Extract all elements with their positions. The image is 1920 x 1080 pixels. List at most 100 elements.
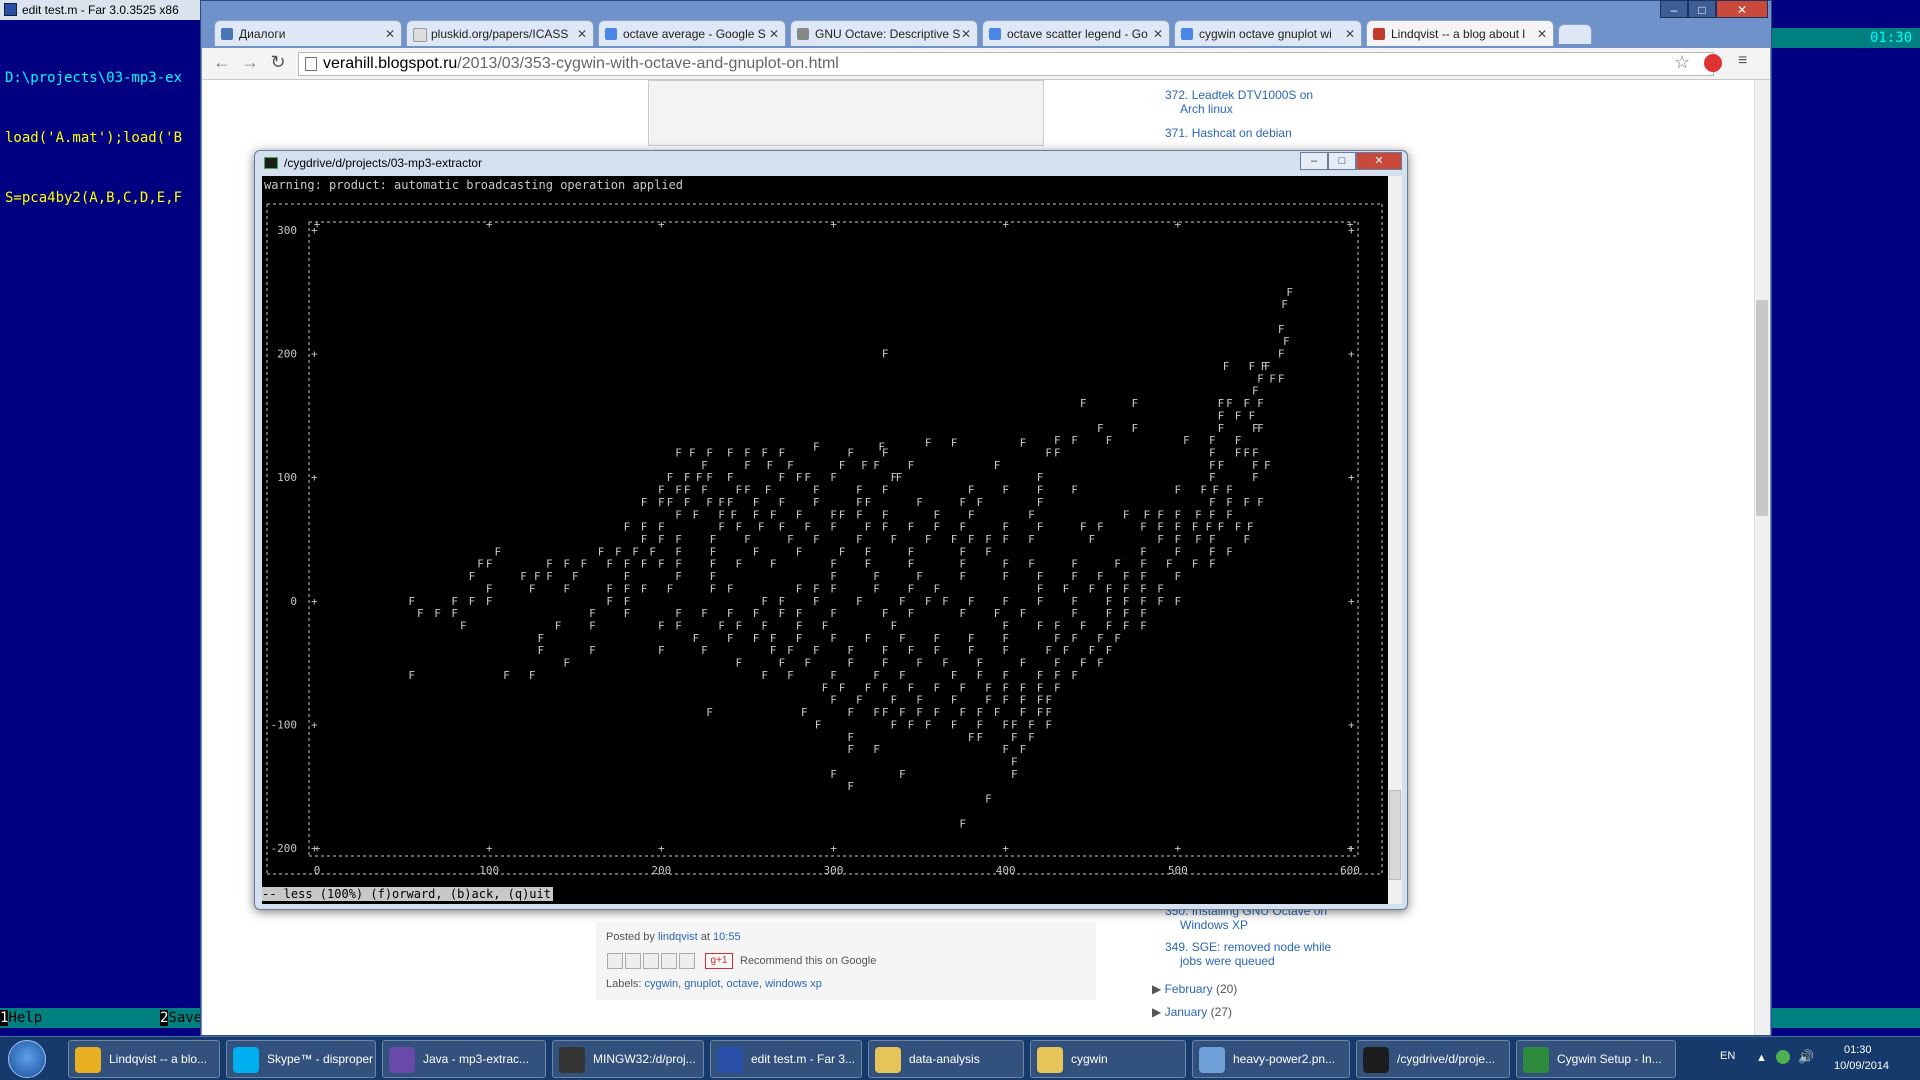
page-scrollbar[interactable] [1754, 80, 1770, 1035]
close-icon[interactable]: ✕ [1536, 27, 1547, 41]
taskbar-item[interactable]: Skype™ - disproper [226, 1040, 376, 1078]
taskbar-item[interactable]: heavy-power2.pn... [1192, 1040, 1350, 1078]
star-icon[interactable]: ☆ [1674, 52, 1691, 72]
volume-icon[interactable]: 🔊 [1798, 1049, 1815, 1064]
label-link[interactable]: octave [726, 978, 759, 990]
post-time[interactable]: 10:55 [713, 931, 741, 943]
taskbar-item[interactable]: cygwin [1030, 1040, 1186, 1078]
start-button[interactable] [8, 1040, 46, 1078]
terminal-screen[interactable] [262, 176, 1388, 904]
tab-octave-average[interactable]: octave average - Google S ✕ [598, 20, 786, 46]
facebook-icon[interactable] [661, 953, 677, 969]
taskbar-item[interactable]: Cygwin Setup - In... [1516, 1040, 1676, 1078]
data-point: F [822, 620, 829, 633]
close-icon[interactable]: ✕ [384, 27, 395, 41]
clock-time[interactable]: 01:30 [1844, 1044, 1872, 1056]
close-icon[interactable]: ✕ [960, 27, 971, 41]
data-point: F [796, 508, 803, 521]
address-bar[interactable]: verahill.blogspot.ru/2013/03/353-cygwin-… [298, 52, 1714, 76]
taskbar-item[interactable]: Lindqvist -- a blo... [68, 1040, 220, 1078]
label-link[interactable]: windows xp [765, 978, 822, 990]
far-editor-text[interactable]: D:\projects\03-mp3-ex load('A.mat');load… [5, 28, 201, 1013]
maximize-button[interactable]: □ [1688, 0, 1716, 18]
twitter-icon[interactable] [643, 953, 659, 969]
close-icon[interactable]: ✕ [1152, 27, 1163, 41]
back-icon[interactable]: ← [213, 52, 231, 72]
tab-cygwin-octave[interactable]: cygwin octave gnuplot wi ✕ [1174, 20, 1362, 46]
menu-icon[interactable]: ≡ [1738, 52, 1748, 69]
language-indicator[interactable]: EN [1720, 1050, 1736, 1062]
data-point: F [830, 570, 837, 583]
pinterest-icon[interactable] [679, 953, 695, 969]
triangle-right-icon[interactable]: ▶ [1152, 1005, 1162, 1019]
data-point: F [1226, 508, 1233, 521]
close-button[interactable]: ✕ [1716, 0, 1768, 18]
new-tab-button[interactable] [1558, 24, 1592, 44]
archive-january[interactable]: ▶ January (27) [1152, 1005, 1232, 1019]
taskbar-item[interactable]: /cygdrive/d/proje... [1356, 1040, 1510, 1078]
sidebar-link[interactable]: Arch linux [1180, 102, 1233, 116]
data-point: F [908, 644, 915, 657]
keybar-save[interactable]: 2Save [160, 1008, 203, 1028]
tab-pluskid[interactable]: pluskid.org/papers/ICASS ✕ [406, 20, 594, 46]
taskbar-item[interactable]: MINGW32:/d/proj... [552, 1040, 704, 1078]
data-point: F [890, 471, 897, 484]
clock-date[interactable]: 10/09/2014 [1834, 1060, 1890, 1072]
data-point: F [641, 582, 648, 595]
label-link[interactable]: gnuplot [684, 978, 721, 990]
terminal-maximize-button[interactable]: □ [1328, 152, 1356, 170]
author-link[interactable]: lindqvist [657, 931, 698, 943]
data-point: F [1157, 595, 1164, 608]
taskbar-item[interactable]: edit test.m - Far 3... [710, 1040, 862, 1078]
blogthis-icon[interactable] [625, 953, 641, 969]
data-point: F [1157, 533, 1164, 546]
data-point: F [753, 607, 760, 620]
sidebar-link[interactable]: jobs were queued [1180, 954, 1275, 968]
close-icon[interactable]: ✕ [1344, 27, 1355, 41]
y-tick-label: 0 [290, 595, 297, 608]
triangle-right-icon[interactable]: ▶ [1152, 982, 1162, 996]
taskbar-item[interactable]: Java - mp3-extrac... [382, 1040, 546, 1078]
app-icon [1199, 1047, 1225, 1073]
terminal-minimize-button[interactable]: – [1300, 152, 1328, 170]
archive-february[interactable]: ▶ February (20) [1152, 982, 1237, 996]
data-point: F [546, 570, 553, 583]
taskbar-item[interactable]: data-analysis [868, 1040, 1024, 1078]
label-link[interactable]: cygwin [644, 978, 679, 990]
close-icon[interactable]: ✕ [768, 27, 779, 41]
sidebar-link[interactable]: 349. SGE: removed node while [1165, 940, 1332, 954]
reload-icon[interactable]: ↻ [270, 52, 286, 72]
data-point: F [632, 545, 639, 558]
email-icon[interactable] [607, 953, 623, 969]
data-point: F [598, 545, 605, 558]
forward-icon[interactable]: → [241, 52, 259, 72]
tray-app-icon[interactable] [1776, 1050, 1790, 1064]
sidebar-link[interactable]: 372. Leadtek DTV1000S on [1165, 88, 1314, 102]
close-icon[interactable]: ✕ [576, 27, 587, 41]
extension-icon[interactable] [1704, 54, 1722, 72]
data-point: F [813, 484, 820, 497]
data-point: F [1175, 508, 1182, 521]
sidebar-link[interactable]: Windows XP [1180, 918, 1249, 932]
tab-lindqvist[interactable]: Lindqvist -- a blog about l ✕ [1366, 20, 1554, 46]
data-point: F [994, 706, 1001, 719]
sidebar-link[interactable]: 371. Hashcat on debian [1165, 126, 1292, 140]
tab-gnu-octave[interactable]: GNU Octave: Descriptive S ✕ [790, 20, 978, 46]
data-point: F [959, 681, 966, 694]
terminal-close-button[interactable]: ✕ [1356, 152, 1402, 170]
tab-dialogs[interactable]: Диалоги ✕ [214, 20, 402, 46]
tab-octave-scatter[interactable]: octave scatter legend - Go ✕ [982, 20, 1170, 46]
keybar-help[interactable]: 1Help [0, 1008, 160, 1028]
key-label: Save [168, 1010, 203, 1026]
data-point: F [1264, 360, 1271, 373]
data-point: F [1226, 484, 1233, 497]
data-point: F [706, 706, 713, 719]
gplus-button[interactable]: g+1 [705, 953, 733, 969]
terminal-scrollbar[interactable] [1388, 176, 1402, 904]
data-point: F [641, 496, 648, 509]
chevron-up-icon[interactable]: ▲ [1756, 1052, 1767, 1064]
terminal-scrollbar-thumb[interactable] [1389, 790, 1401, 880]
minimize-button[interactable]: – [1660, 0, 1688, 18]
page-scrollbar-thumb[interactable] [1756, 300, 1768, 516]
data-point: F [408, 669, 415, 682]
